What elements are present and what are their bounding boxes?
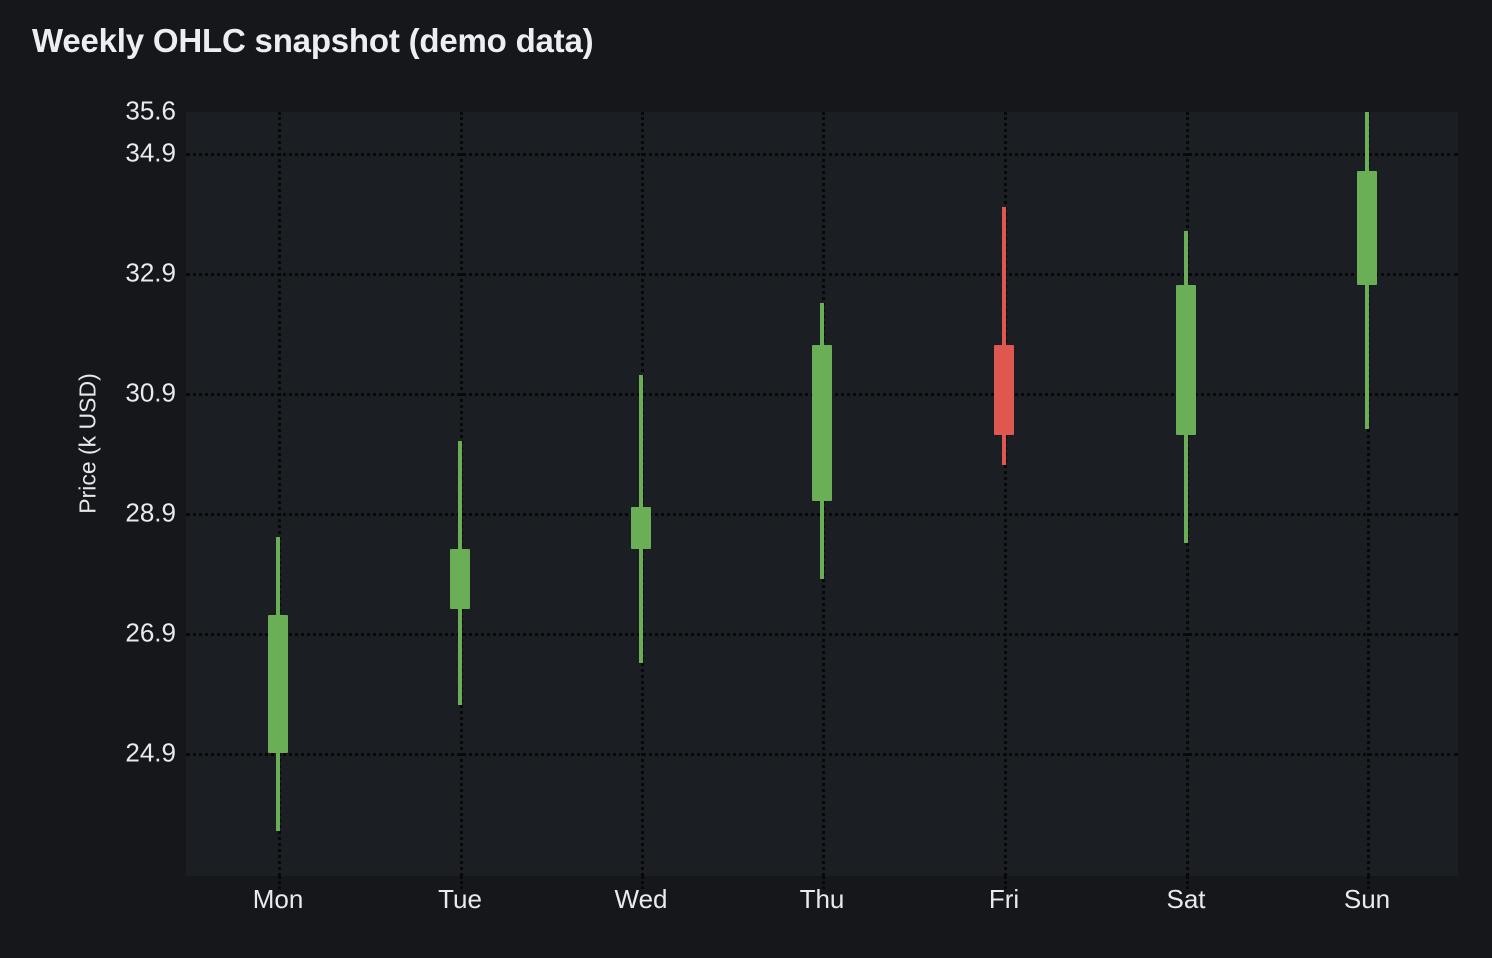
y-tick-label: 30.9 xyxy=(125,377,176,408)
x-tick-label: Tue xyxy=(438,884,482,914)
y-tick-label: 24.9 xyxy=(125,737,176,768)
x-gridline xyxy=(1367,112,1370,876)
candle-body[interactable] xyxy=(631,507,651,549)
candle-body[interactable] xyxy=(812,345,832,501)
candle-body[interactable] xyxy=(450,549,470,609)
x-gridline xyxy=(1004,112,1007,876)
candle-body[interactable] xyxy=(1176,285,1196,435)
y-tick-label: 28.9 xyxy=(125,497,176,528)
x-tick-mark xyxy=(822,876,825,889)
x-tick-mark xyxy=(1004,876,1007,889)
y-tick-label: 34.9 xyxy=(125,137,176,168)
x-tick-label: Wed xyxy=(614,884,668,914)
x-tick-label: Fri xyxy=(988,884,1020,914)
x-gridline xyxy=(278,112,281,876)
y-axis-label: Price (k USD) xyxy=(74,373,101,514)
x-tick-mark xyxy=(1186,876,1189,889)
y-tick-label: 35.6 xyxy=(125,95,176,126)
x-tick-mark xyxy=(1367,876,1370,889)
candle-body[interactable] xyxy=(1357,171,1377,285)
candle-wick[interactable] xyxy=(1002,207,1006,465)
plot-area xyxy=(186,112,1458,876)
candle-body[interactable] xyxy=(994,345,1014,435)
x-tick-mark xyxy=(641,876,644,889)
y-tick-label: 32.9 xyxy=(125,257,176,288)
x-tick-label: Thu xyxy=(799,884,845,914)
x-tick-mark xyxy=(278,876,281,889)
y-tick-label: 26.9 xyxy=(125,617,176,648)
x-tick-label: Mon xyxy=(252,884,304,914)
page-title: Weekly OHLC snapshot (demo data) xyxy=(32,22,594,59)
x-tick-label: Sun xyxy=(1343,884,1391,914)
candle-body[interactable] xyxy=(268,615,288,753)
x-tick-label: Sat xyxy=(1166,884,1206,914)
x-tick-mark xyxy=(460,876,463,889)
